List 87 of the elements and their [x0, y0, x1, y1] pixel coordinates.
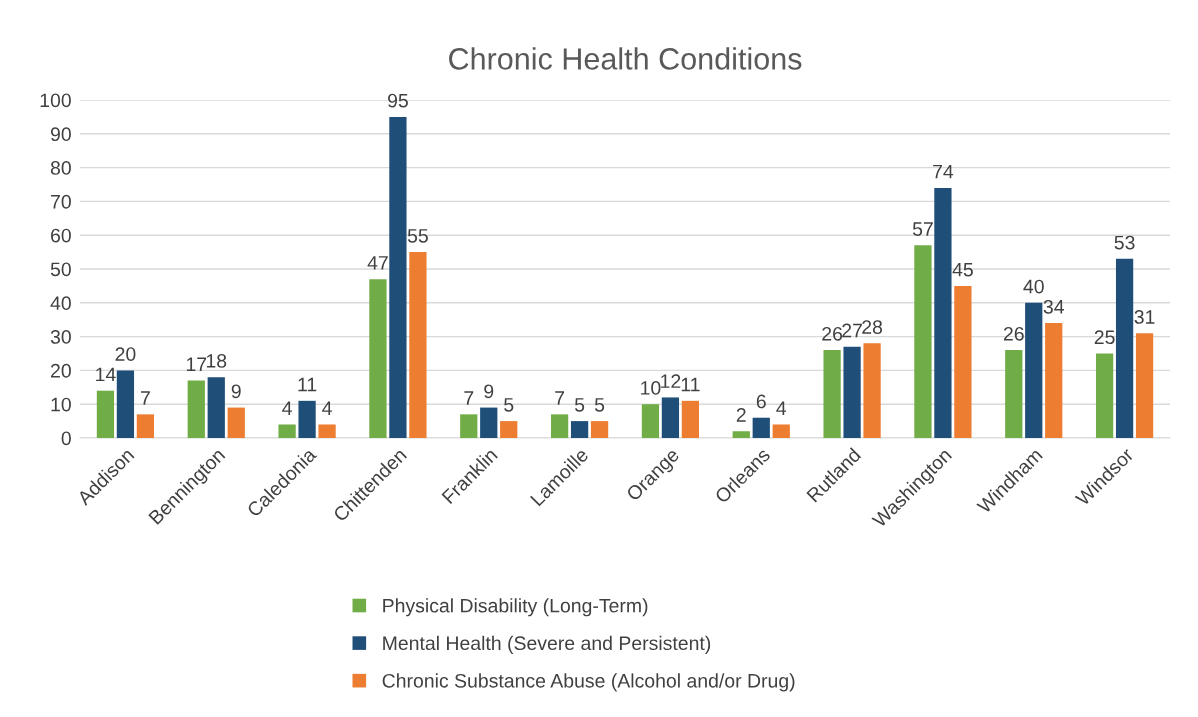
- bar: [681, 400, 700, 438]
- bar: [480, 407, 498, 438]
- bar: [1115, 258, 1134, 438]
- bar: [500, 421, 518, 438]
- data-label: 31: [1134, 310, 1155, 324]
- bar: [772, 424, 790, 438]
- bar: [278, 424, 296, 438]
- data-label: 53: [1114, 235, 1135, 250]
- data-label: 2: [736, 408, 746, 422]
- data-label: 34: [1043, 299, 1064, 314]
- y-tick-label: 20: [51, 363, 71, 378]
- data-label: 5: [594, 398, 605, 412]
- legend-label: Chronic Substance Abuse (Alcohol and/or Drug): [382, 673, 795, 692]
- data-label: 26: [1003, 326, 1024, 341]
- bar: [732, 431, 750, 438]
- legend-label: Physical Disability (Long-Term): [383, 598, 648, 617]
- bar: [136, 414, 155, 438]
- data-label: 4: [282, 401, 292, 415]
- bar: [207, 377, 225, 438]
- bar: [409, 252, 427, 438]
- bar: [1095, 353, 1114, 438]
- bar: [96, 390, 115, 438]
- data-label: 11: [681, 377, 700, 392]
- bar: [550, 414, 569, 438]
- bar: [570, 421, 589, 438]
- data-label: 5: [504, 398, 514, 412]
- data-label: 5: [574, 398, 585, 412]
- legend-label: Mental Health (Severe and Persistent): [383, 635, 711, 654]
- data-label: 14: [96, 367, 116, 382]
- data-label: 74: [933, 164, 954, 179]
- bar: [863, 343, 881, 438]
- bar: [590, 421, 609, 438]
- bar: [298, 400, 316, 438]
- data-label: 45: [952, 262, 973, 277]
- data-label: 57: [912, 222, 933, 236]
- data-label: 9: [484, 384, 494, 399]
- bar: [116, 370, 135, 438]
- bar: [1005, 350, 1023, 438]
- data-label: 20: [115, 347, 136, 361]
- y-tick-label: 40: [50, 296, 71, 311]
- data-label: 28: [862, 320, 883, 334]
- data-label: 25: [1094, 330, 1115, 345]
- bar: [1045, 323, 1063, 438]
- bar: [227, 407, 245, 438]
- data-label: 18: [206, 353, 227, 368]
- data-label: 4: [322, 401, 332, 415]
- data-label: 7: [140, 391, 150, 405]
- data-label: 47: [367, 256, 388, 270]
- y-tick-label: 60: [51, 228, 71, 243]
- y-tick-label: 10: [51, 397, 71, 412]
- y-tick-label: 80: [50, 161, 71, 175]
- data-label: 95: [388, 93, 408, 108]
- data-label: 10: [641, 381, 661, 395]
- y-tick-label: 100: [40, 93, 71, 108]
- bar: [318, 424, 336, 438]
- data-label: 12: [661, 374, 681, 388]
- data-label: 27: [842, 323, 862, 338]
- data-label: 17: [186, 357, 207, 371]
- bar: [641, 404, 660, 438]
- bar: [934, 187, 952, 438]
- data-label: 55: [407, 229, 428, 243]
- bar: [369, 279, 387, 438]
- bar: [661, 397, 680, 438]
- data-label: 26: [822, 326, 843, 341]
- data-label: 40: [1023, 279, 1044, 294]
- y-tick-label: 0: [61, 431, 71, 446]
- bar: [823, 350, 841, 438]
- y-tick-label: 90: [50, 127, 71, 142]
- data-label: 7: [464, 391, 474, 405]
- data-label: 6: [756, 394, 766, 409]
- bar: [914, 245, 932, 438]
- bar: [752, 417, 770, 438]
- y-tick-label: 50: [50, 262, 71, 277]
- bar: [843, 346, 861, 438]
- bar: [460, 414, 478, 438]
- bar: [187, 380, 205, 438]
- data-label: 9: [231, 384, 241, 399]
- chart-title: Chronic Health Conditions: [449, 47, 802, 70]
- bar: [1025, 302, 1043, 438]
- y-tick-label: 30: [50, 330, 71, 344]
- bar: [389, 116, 407, 438]
- data-label: 7: [555, 391, 565, 405]
- bar: [954, 285, 972, 438]
- data-label: 11: [298, 377, 317, 392]
- data-label: 4: [776, 401, 787, 415]
- y-tick-label: 70: [51, 194, 71, 209]
- bar: [1135, 333, 1154, 438]
